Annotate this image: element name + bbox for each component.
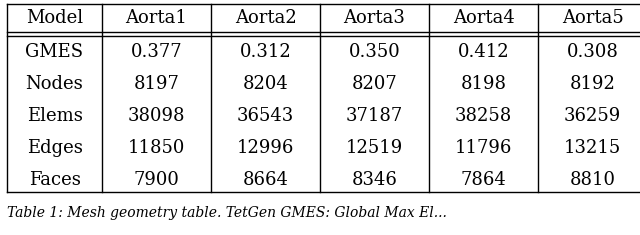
Text: 8346: 8346 (351, 171, 397, 189)
Text: 11850: 11850 (128, 139, 185, 157)
Text: 36543: 36543 (237, 107, 294, 125)
Text: 8192: 8192 (570, 75, 616, 93)
Text: 8207: 8207 (351, 75, 397, 93)
Text: Aorta2: Aorta2 (235, 9, 296, 27)
Text: 7864: 7864 (461, 171, 506, 189)
Text: Edges: Edges (27, 139, 83, 157)
Text: 8204: 8204 (243, 75, 289, 93)
Text: 0.377: 0.377 (131, 43, 182, 61)
Text: Model: Model (26, 9, 83, 27)
Text: 8664: 8664 (243, 171, 289, 189)
Text: 12996: 12996 (237, 139, 294, 157)
Text: 8198: 8198 (461, 75, 506, 93)
Text: 37187: 37187 (346, 107, 403, 125)
Text: 0.350: 0.350 (349, 43, 401, 61)
Text: 0.308: 0.308 (566, 43, 618, 61)
Text: 7900: 7900 (134, 171, 179, 189)
Text: 0.312: 0.312 (239, 43, 291, 61)
Text: GMES: GMES (26, 43, 84, 61)
Text: Table 1: Mesh geometry table. TetGen GMES: Global Max El...: Table 1: Mesh geometry table. TetGen GME… (7, 206, 447, 220)
Text: 38258: 38258 (455, 107, 512, 125)
Text: Aorta4: Aorta4 (452, 9, 515, 27)
Text: 8197: 8197 (134, 75, 179, 93)
Text: Nodes: Nodes (26, 75, 83, 93)
Text: Aorta1: Aorta1 (125, 9, 188, 27)
Text: 13215: 13215 (564, 139, 621, 157)
Text: 12519: 12519 (346, 139, 403, 157)
Text: Aorta3: Aorta3 (344, 9, 405, 27)
Text: Aorta5: Aorta5 (562, 9, 623, 27)
Text: Elems: Elems (27, 107, 83, 125)
Text: 38098: 38098 (128, 107, 185, 125)
Text: Faces: Faces (29, 171, 81, 189)
Text: 8810: 8810 (570, 171, 616, 189)
Text: 36259: 36259 (564, 107, 621, 125)
Text: 0.412: 0.412 (458, 43, 509, 61)
Text: 11796: 11796 (455, 139, 512, 157)
